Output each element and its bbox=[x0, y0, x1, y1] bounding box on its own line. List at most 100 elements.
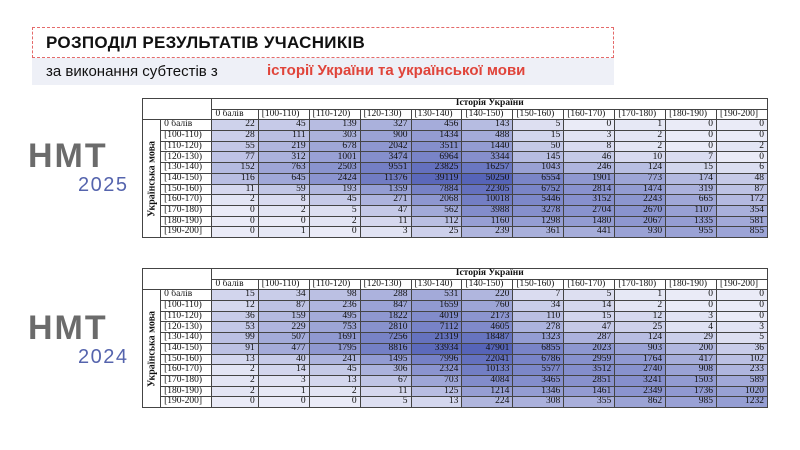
table-cell: 0 bbox=[716, 310, 768, 323]
table-row: [120-130) 77 312 1001 3474 6964 3344 145 46 10 7 0 bbox=[143, 151, 768, 164]
table-row: Українська мова 0 балів 22 45 139 327 456 143 5 0… bbox=[141, 119, 768, 238]
table-cell: 1691 bbox=[308, 332, 361, 344]
table-row: [140-150) 116 645 2424 11376 39119 50250 6554 19… bbox=[143, 172, 768, 185]
table-cell: 303 bbox=[308, 130, 361, 142]
table-cell: 2814 bbox=[563, 183, 616, 196]
row-group-header: Українська мова bbox=[141, 119, 162, 238]
table-cell: 10018 bbox=[461, 194, 514, 206]
table-cell: 6964 bbox=[410, 151, 463, 164]
row-header: [160-170) bbox=[160, 194, 213, 206]
row-header: [150-160) bbox=[160, 353, 213, 366]
column-header: [130-140) bbox=[410, 278, 463, 291]
table-cell: 0 bbox=[716, 119, 768, 132]
table-cell: 2068 bbox=[410, 194, 463, 206]
year-number: 2024 bbox=[78, 346, 129, 368]
table-cell: 8816 bbox=[359, 342, 412, 355]
table-cell: 67 bbox=[359, 374, 412, 387]
table-cell: 2424 bbox=[308, 172, 361, 185]
table-cell: 7884 bbox=[410, 183, 463, 196]
table-cell: 219 bbox=[257, 140, 310, 153]
subtitle-accent: історії України та української мови bbox=[267, 62, 526, 79]
table-cell: 25 bbox=[410, 226, 463, 238]
table-cell: 1 bbox=[257, 226, 310, 238]
table-cell: 1043 bbox=[512, 162, 565, 174]
row-header: 0 балів bbox=[160, 289, 213, 302]
table-cell: 773 bbox=[614, 172, 667, 185]
table-cell: 0 bbox=[665, 140, 718, 153]
table-cell: 59 bbox=[257, 183, 310, 196]
row-header: [140-150) bbox=[160, 342, 213, 355]
table-cell: 7112 bbox=[410, 321, 463, 334]
table-cell: 22305 bbox=[461, 183, 514, 196]
table-cell: 0 bbox=[257, 215, 310, 228]
table-cell: 0 bbox=[257, 396, 310, 408]
table-cell: 3241 bbox=[614, 374, 667, 387]
subtitle-bar: за виконання субтестів з історії України… bbox=[32, 58, 614, 85]
row-header: [140-150) bbox=[160, 172, 213, 185]
table-cell: 5 bbox=[512, 119, 565, 132]
table-cell: 6855 bbox=[512, 342, 565, 355]
table-row: [160-170) 2 14 45 306 2324 10133 5577 3512 2740 90… bbox=[143, 364, 768, 376]
column-header: [190-200] bbox=[716, 278, 768, 291]
table-cell: 955 bbox=[665, 226, 718, 238]
crosstab-2024: Історія України 0 балів [100-110) [110-120)… bbox=[141, 267, 768, 408]
table-row: [190-200] 0 0 0 5 13 224 308 355 862 985 1232 bbox=[143, 396, 768, 408]
table-cell: 125 bbox=[410, 385, 463, 398]
table-cell: 753 bbox=[308, 321, 361, 334]
column-header: [100-110) bbox=[257, 278, 310, 291]
table-cell: 278 bbox=[512, 321, 565, 334]
year-number: 2025 bbox=[78, 174, 129, 196]
table-cell: 50250 bbox=[461, 172, 514, 185]
column-header: [140-150) bbox=[461, 108, 514, 121]
table-cell: 3152 bbox=[563, 194, 616, 206]
table-cell: 2 bbox=[211, 385, 259, 398]
table-cell: 1335 bbox=[665, 215, 718, 228]
table-cell: 91 bbox=[211, 342, 259, 355]
table-cell: 229 bbox=[257, 321, 310, 334]
table-cell: 3 bbox=[716, 321, 768, 334]
table-row: [110-120) 36 159 495 1822 4019 2173 110 15 12 3 0 bbox=[143, 310, 768, 323]
table-cell: 312 bbox=[257, 151, 310, 164]
table-cell: 22 bbox=[211, 119, 259, 132]
table-cell: 1 bbox=[257, 385, 310, 398]
table-row: [180-190) 0 0 2 11 112 1160 1298 1480 2067 1335 581 bbox=[143, 215, 768, 228]
title-block: РОЗПОДІЛ РЕЗУЛЬТАТІВ УЧАСНИКІВ за викона… bbox=[32, 27, 614, 85]
table-cell: 0 bbox=[665, 289, 718, 302]
table-cell: 98 bbox=[308, 289, 361, 302]
table-cell: 11376 bbox=[359, 172, 412, 185]
column-header: [100-110) bbox=[257, 108, 310, 121]
table-cell: 2740 bbox=[614, 364, 667, 376]
nmt-label: НМТ bbox=[28, 309, 108, 347]
table-cell: 239 bbox=[461, 226, 514, 238]
table-cell: 45 bbox=[308, 364, 361, 376]
table-cell: 2 bbox=[614, 140, 667, 153]
table-cell: 2023 bbox=[563, 342, 616, 355]
table-cell: 241 bbox=[308, 353, 361, 366]
table-cell: 2 bbox=[257, 204, 310, 217]
table-cell: 477 bbox=[257, 342, 310, 355]
column-header: [150-160) bbox=[512, 278, 565, 291]
table-cell: 8 bbox=[563, 140, 616, 153]
table-cell: 15 bbox=[211, 289, 259, 302]
table-cell: 3465 bbox=[512, 374, 565, 387]
title-box: РОЗПОДІЛ РЕЗУЛЬТАТІВ УЧАСНИКІВ bbox=[32, 27, 614, 58]
table-row: [130-140) 99 507 1691 7256 21319 18487 1323 287 1… bbox=[143, 332, 768, 344]
table-cell: 111 bbox=[257, 130, 310, 142]
table-cell: 308 bbox=[512, 396, 565, 408]
table-cell: 16257 bbox=[461, 162, 514, 174]
table-cell: 47 bbox=[563, 321, 616, 334]
table-cell: 36 bbox=[211, 310, 259, 323]
table-cell: 1822 bbox=[359, 310, 412, 323]
table-cell: 5577 bbox=[512, 364, 565, 376]
table-cell: 1901 bbox=[563, 172, 616, 185]
table-cell: 0 bbox=[308, 226, 361, 238]
table-cell: 224 bbox=[461, 396, 514, 408]
table-cell: 12 bbox=[614, 310, 667, 323]
table-cell: 15 bbox=[512, 130, 565, 142]
table-cell: 3 bbox=[257, 374, 310, 387]
row-group-header: Українська мова bbox=[141, 289, 162, 408]
table-cell: 143 bbox=[461, 119, 514, 132]
crosstab-table: Історія України 0 балів [100-110) [110-120)… bbox=[141, 97, 768, 238]
table-cell: 8 bbox=[257, 194, 310, 206]
row-header: [160-170) bbox=[160, 364, 213, 376]
